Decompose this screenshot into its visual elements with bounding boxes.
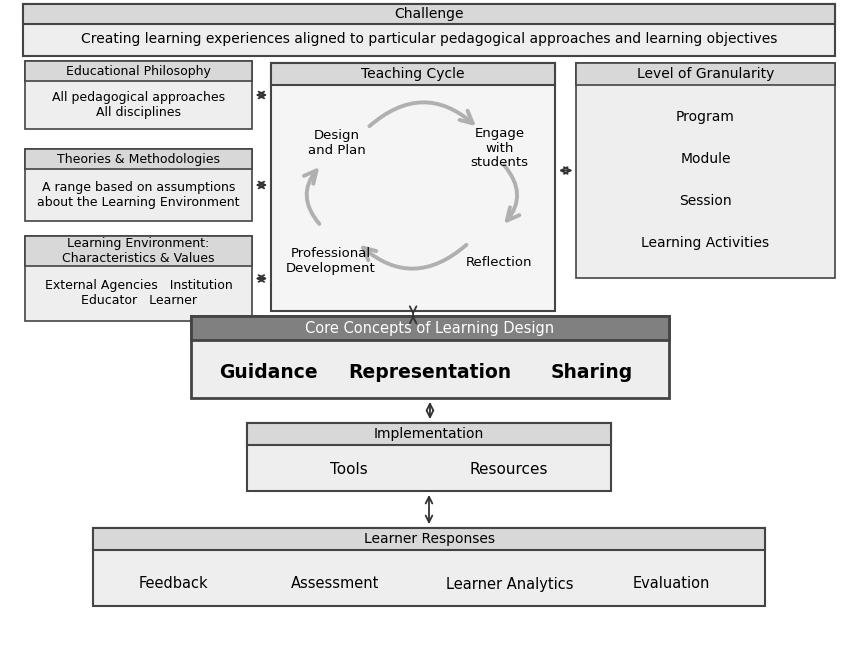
Text: Evaluation: Evaluation <box>632 577 710 591</box>
Bar <box>26 236 251 266</box>
Bar <box>93 528 765 550</box>
Text: Guidance: Guidance <box>219 362 317 382</box>
Text: Teaching Cycle: Teaching Cycle <box>361 67 465 81</box>
Bar <box>26 149 251 221</box>
Text: Implementation: Implementation <box>374 427 484 441</box>
Text: Learner Responses: Learner Responses <box>364 532 494 546</box>
Bar <box>26 149 251 169</box>
Bar <box>191 316 669 398</box>
Text: Feedback: Feedback <box>139 577 208 591</box>
Text: Reflection: Reflection <box>466 256 533 270</box>
Text: Learning Activities: Learning Activities <box>642 236 770 250</box>
Bar <box>577 63 835 85</box>
Text: Design
and Plan: Design and Plan <box>308 129 366 157</box>
Text: Core Concepts of Learning Design: Core Concepts of Learning Design <box>305 320 554 336</box>
Bar <box>271 63 555 311</box>
Text: Resources: Resources <box>470 462 548 476</box>
Bar <box>26 61 251 129</box>
Bar <box>577 63 835 278</box>
Text: Sharing: Sharing <box>551 362 633 382</box>
Text: Level of Granularity: Level of Granularity <box>637 67 774 81</box>
Bar <box>26 236 251 321</box>
Text: Representation: Representation <box>348 362 511 382</box>
Text: Assessment: Assessment <box>291 577 379 591</box>
Bar <box>23 4 835 24</box>
Text: Educational Philosophy: Educational Philosophy <box>66 65 211 77</box>
Bar <box>93 528 765 606</box>
Bar <box>23 4 835 56</box>
Text: Theories & Methodologies: Theories & Methodologies <box>57 153 220 165</box>
Text: External Agencies   Institution
Educator   Learner: External Agencies Institution Educator L… <box>45 280 233 308</box>
Text: Session: Session <box>680 194 732 208</box>
Bar <box>26 61 251 81</box>
Text: Learner Analytics: Learner Analytics <box>446 577 573 591</box>
Text: Creating learning experiences aligned to particular pedagogical approaches and l: Creating learning experiences aligned to… <box>81 32 777 46</box>
Bar <box>247 423 611 491</box>
Bar <box>271 63 555 85</box>
Text: Professional
Development: Professional Development <box>286 247 376 275</box>
Text: Program: Program <box>676 110 735 124</box>
Text: All pedagogical approaches
All disciplines: All pedagogical approaches All disciplin… <box>52 91 225 119</box>
Text: Challenge: Challenge <box>394 7 464 21</box>
Text: Module: Module <box>680 152 731 166</box>
Text: A range based on assumptions
about the Learning Environment: A range based on assumptions about the L… <box>37 181 239 209</box>
Text: Learning Environment:
Characteristics & Values: Learning Environment: Characteristics & … <box>63 237 214 265</box>
Bar <box>247 423 611 445</box>
Bar <box>191 316 669 340</box>
Text: Tools: Tools <box>330 462 368 476</box>
Text: Engage
with
students: Engage with students <box>470 127 529 170</box>
